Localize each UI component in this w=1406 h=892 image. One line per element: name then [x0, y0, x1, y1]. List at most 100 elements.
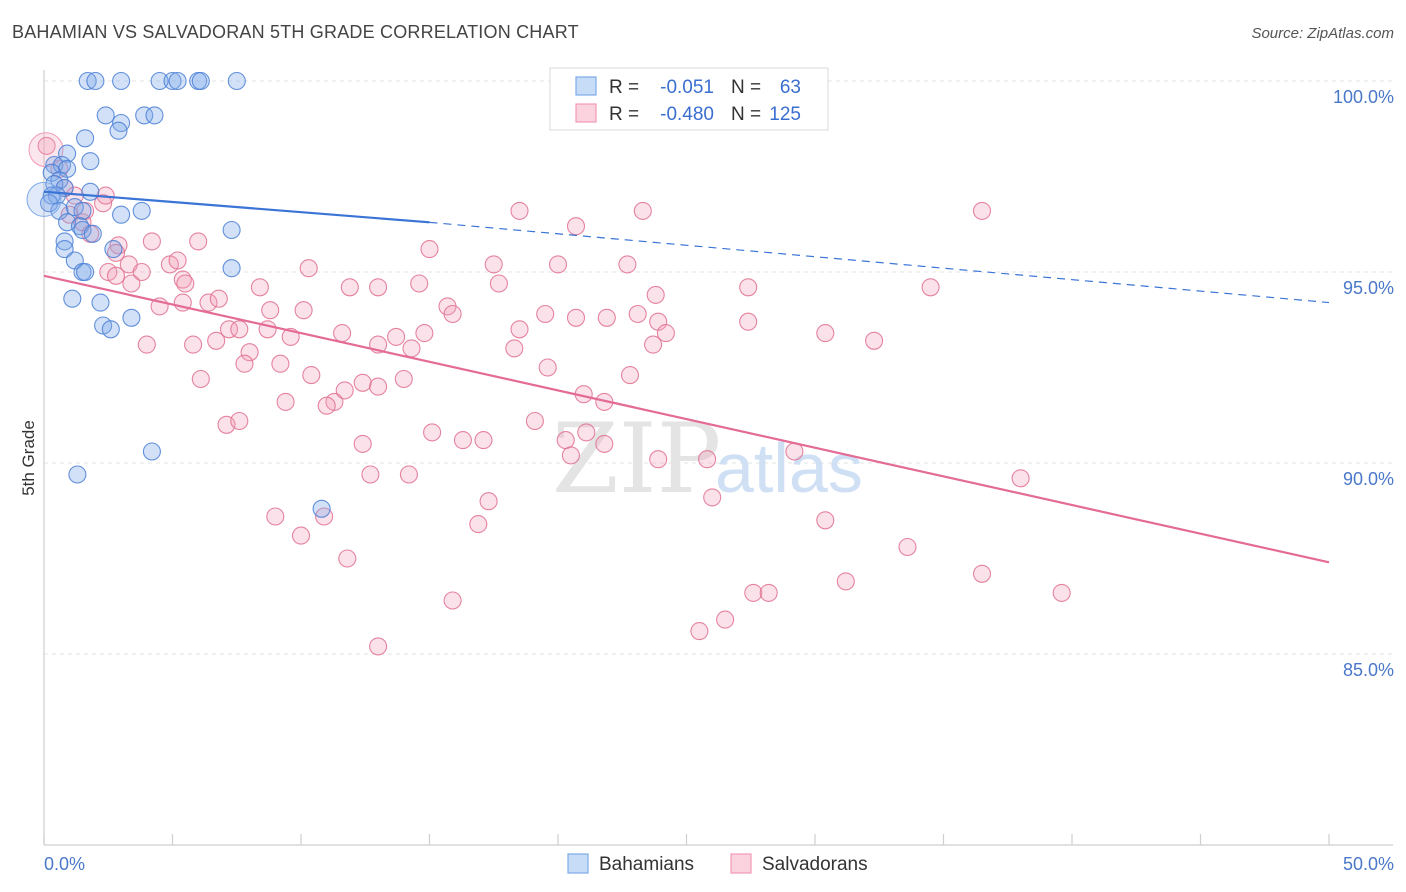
series-legend: Bahamians Salvadorans: [567, 853, 868, 875]
y-axis-label: 5th Grade: [19, 420, 38, 496]
legend-r-bahamians: -0.051: [660, 77, 714, 98]
salvadoran-point: [240, 343, 259, 362]
salvadoran-point: [759, 583, 778, 602]
bahamian-point: [40, 194, 59, 213]
series-bahamians: [26, 71, 331, 518]
bahamian-point: [55, 240, 74, 259]
salvadoran-point: [369, 377, 388, 396]
bahamian-point: [68, 465, 87, 484]
trend-lines: [43, 190, 1330, 564]
salvadoran-point: [538, 358, 557, 377]
salvadoran-point: [294, 301, 313, 320]
salvadoran-point: [474, 431, 493, 450]
bahamian-point: [109, 121, 128, 140]
bahamian-point: [73, 220, 92, 240]
salvadoran-point: [387, 327, 406, 346]
salvadoran-point: [261, 301, 280, 320]
salvadoran-point: [469, 515, 488, 534]
salvadoran-point: [620, 366, 640, 385]
salvadoran-point: [816, 511, 835, 530]
salvadoran-point: [302, 366, 321, 385]
y-tick-label: 95.0%: [1343, 278, 1394, 298]
salvadoran-point: [299, 259, 318, 278]
legend-n-label: N =: [731, 104, 761, 125]
bahamian-point: [227, 71, 246, 91]
chart-title: BAHAMIAN VS SALVADORAN 5TH GRADE CORRELA…: [12, 22, 579, 42]
bahamian-point: [222, 259, 241, 278]
legend-n-label: N =: [731, 77, 761, 98]
salvadoran-point: [132, 262, 151, 282]
salvadoran-point: [340, 278, 359, 297]
salvadoran-point: [276, 392, 295, 411]
y-tick-labels: 100.0% 95.0% 90.0% 85.0%: [1333, 87, 1394, 680]
bottom-legend-bahamians: Bahamians: [599, 854, 694, 875]
salvadoran-point: [106, 266, 126, 285]
salvadoran-point: [353, 434, 372, 453]
salvadoran-point: [525, 411, 544, 431]
bahamian-point: [83, 224, 102, 243]
salvadoran-point: [37, 136, 56, 155]
salvadoran-point: [505, 339, 524, 358]
salvadoran-point: [176, 274, 195, 293]
bahamian-point: [222, 220, 241, 240]
bahamian-point: [135, 106, 154, 125]
salvadoran-point: [199, 293, 218, 312]
correlation-legend: R = -0.051 N = 63 R = -0.480 N = 125: [549, 67, 829, 131]
salvadoran-point: [250, 278, 269, 297]
y-tick-label: 85.0%: [1343, 660, 1394, 680]
salvadoran-point: [548, 255, 568, 274]
bahamian-point: [150, 71, 169, 91]
bahamian-point: [132, 201, 151, 220]
salvadoran-point: [597, 308, 616, 327]
salvadoran-point: [415, 324, 434, 343]
bahamian-point: [163, 71, 182, 91]
salvadoran-point: [443, 591, 462, 610]
bahamian-point: [63, 289, 82, 308]
y-tick-label: 100.0%: [1333, 87, 1394, 107]
salvadoran-point: [266, 507, 285, 526]
salvadoran-point: [369, 278, 388, 297]
legend-n-bahamians: 63: [780, 77, 801, 98]
bahamian-point: [191, 71, 210, 91]
salvadoran-point: [633, 201, 652, 220]
x-tick-label: 50.0%: [1343, 854, 1394, 874]
salvadoran-point: [921, 278, 940, 297]
bahamian-point: [58, 144, 77, 163]
salvadoran-point: [690, 622, 709, 641]
bahamian-point: [312, 499, 331, 518]
salvadoran-point: [716, 610, 735, 629]
legend-r-label: R =: [609, 77, 639, 98]
salvadoran-point: [556, 431, 575, 450]
salvadoran-point: [184, 335, 203, 354]
x-tick-label: 0.0%: [44, 854, 85, 874]
watermark-atlas: atlas: [715, 429, 863, 507]
salvadoran-point: [566, 308, 586, 327]
salvadoran-point: [698, 450, 717, 469]
bahamian-point: [42, 163, 61, 182]
salvadoran-point: [402, 339, 421, 358]
salvadoran-point: [644, 335, 663, 354]
salvadoran-point: [739, 278, 758, 297]
bahamian-point: [55, 232, 74, 251]
bottom-legend-swatch-salvadorans: [730, 853, 752, 874]
salvadoran-point: [137, 335, 156, 354]
salvadoran-point: [207, 331, 226, 350]
bahamian-point: [91, 293, 110, 312]
salvadoran-point: [189, 232, 208, 251]
salvadoran-point: [1052, 583, 1071, 602]
legend-n-salvadorans: 125: [769, 104, 801, 125]
legend-swatch-bahamians: [575, 76, 597, 96]
salvadoran-point: [972, 564, 992, 583]
salvadoran-point: [353, 373, 372, 392]
bahamian-trend-line: [43, 190, 430, 224]
salvadoran-point: [291, 526, 311, 545]
salvadoran-point: [628, 304, 647, 324]
salvadoran-point: [618, 255, 637, 274]
salvadoran-point: [209, 289, 228, 308]
y-tick-label: 90.0%: [1343, 469, 1394, 489]
series-salvadorans: [28, 132, 1071, 656]
salvadoran-point: [361, 465, 380, 484]
legend-swatch-salvadorans: [575, 103, 597, 123]
salvadoran-point: [744, 583, 763, 602]
